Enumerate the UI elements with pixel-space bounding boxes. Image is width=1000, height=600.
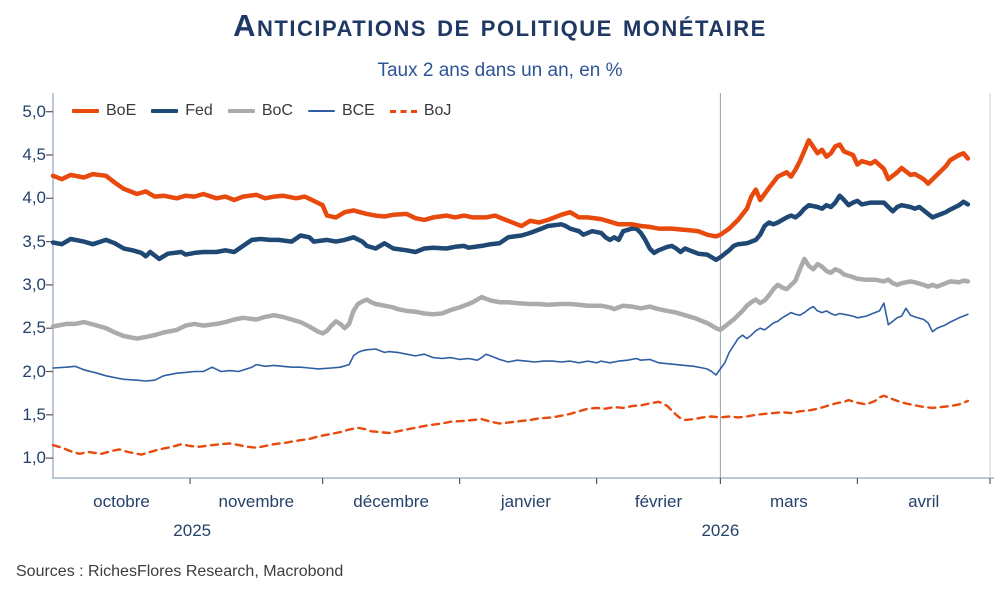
x-axis-month-label: avril [908, 492, 940, 511]
fed-line-swatch-icon [151, 108, 179, 114]
x-axis-month-label: janvier [500, 492, 551, 511]
legend-label: BoE [106, 102, 137, 119]
x-axis-month-label: novembre [218, 492, 295, 511]
boc-line-swatch-icon [227, 108, 255, 114]
boc-series-line [50, 256, 971, 341]
y-axis-tick-label: 1,5 [22, 404, 46, 424]
boj-dashed-line-swatch-icon [389, 109, 417, 113]
fed-series-line [50, 193, 971, 263]
bce-series-line [52, 302, 969, 382]
y-axis-tick-label: 2,5 [22, 318, 46, 338]
legend-label: BoC [261, 102, 293, 119]
x-axis-month-label: février [634, 492, 683, 511]
source-note: Sources : RichesFlores Research, Macrobo… [16, 563, 344, 580]
boe-series-line [50, 138, 971, 239]
boj-series-line [51, 394, 970, 456]
y-axis-tick-label: 3,0 [22, 274, 46, 294]
chart-subtitle: Taux 2 ans dans un an, en % [377, 60, 623, 81]
page-title: Anticipations de politique monétaire [233, 8, 767, 43]
legend-item-bce: BCE [307, 102, 375, 120]
legend-label: Fed [185, 102, 213, 119]
y-axis-tick-label: 2,0 [22, 361, 46, 381]
legend-item-boc: BoC [227, 102, 293, 120]
x-axis-year-label: 2026 [701, 521, 740, 540]
chart-legend: BoE Fed BoC BCE BoJ [72, 102, 451, 120]
x-axis-year-label: 2025 [173, 521, 212, 540]
legend-label: BoJ [423, 102, 452, 119]
x-axis-month-label: décembre [353, 492, 429, 511]
y-axis-tick-label: 1,0 [22, 448, 46, 468]
y-axis-tick-label: 4,5 [22, 145, 46, 164]
bce-line-swatch-icon [307, 110, 335, 112]
legend-item-boj: BoJ [389, 102, 452, 120]
legend-label: BCE [341, 102, 375, 119]
legend-item-boe: BoE [72, 102, 136, 120]
legend-item-fed: Fed [151, 102, 213, 120]
y-axis-tick-label: 4,0 [22, 188, 46, 208]
y-axis-tick-label: 5,0 [22, 101, 46, 121]
boe-line-swatch-icon [72, 108, 99, 114]
x-axis-month-label: octobre [93, 492, 150, 511]
x-axis-month-label: mars [770, 492, 808, 511]
y-axis-tick-label: 3,5 [22, 231, 46, 251]
